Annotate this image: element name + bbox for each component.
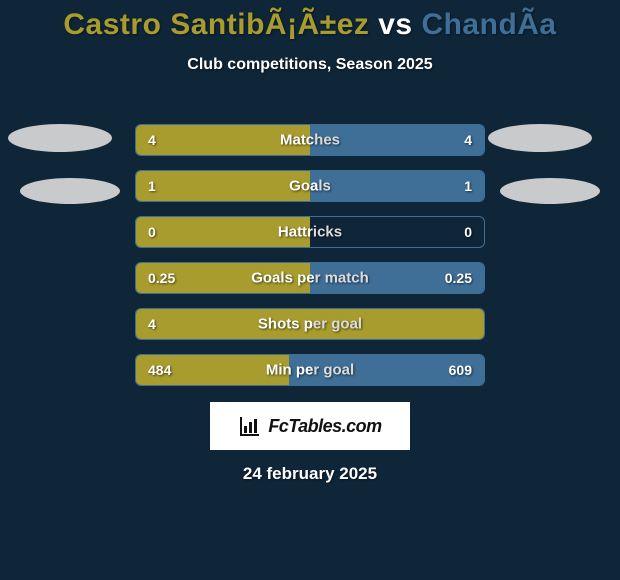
stat-label: Goals	[289, 178, 331, 195]
date-text: 24 february 2025	[0, 464, 620, 484]
stat-row: 4 Shots per goal	[135, 308, 485, 340]
avatar-placeholder-left-2	[20, 178, 120, 204]
stat-row: 4 4 Matches	[135, 124, 485, 156]
chart-icon	[238, 414, 262, 438]
stat-value-right: 0	[464, 224, 472, 240]
stat-value-left: 484	[148, 362, 171, 378]
stat-label: Hattricks	[278, 224, 342, 241]
subtitle: Club competitions, Season 2025	[0, 56, 620, 74]
title-vs: vs	[378, 8, 412, 41]
stat-value-right: 0.25	[445, 270, 472, 286]
stat-value-left: 1	[148, 178, 156, 194]
stat-row: 0 0 Hattricks	[135, 216, 485, 248]
stat-label: Matches	[280, 132, 340, 149]
avatar-placeholder-right-1	[488, 124, 592, 152]
fctables-logo: FcTables.com	[210, 402, 410, 450]
stat-row: 484 609 Min per goal	[135, 354, 485, 386]
stat-bar-left	[136, 171, 310, 201]
stat-value-right: 1	[464, 178, 472, 194]
stat-bar-right	[310, 171, 484, 201]
stat-label: Shots per goal	[258, 316, 362, 333]
stat-value-left: 4	[148, 132, 156, 148]
stat-value-right: 4	[464, 132, 472, 148]
stat-label: Goals per match	[251, 270, 369, 287]
avatar-placeholder-left-1	[8, 124, 112, 152]
page-title: Castro SantibÃ¡Ã±ez vs ChandÃ­a	[0, 0, 620, 42]
stat-row: 0.25 0.25 Goals per match	[135, 262, 485, 294]
avatar-placeholder-right-2	[500, 178, 600, 204]
stat-value-left: 4	[148, 316, 156, 332]
stat-row: 1 1 Goals	[135, 170, 485, 202]
stats-container: 4 4 Matches 1 1 Goals 0 0 Hattricks 0.25 0.25 Goals…	[135, 124, 485, 386]
title-player1: Castro SantibÃ¡Ã±ez	[63, 8, 369, 41]
stat-value-left: 0	[148, 224, 156, 240]
stat-value-left: 0.25	[148, 270, 175, 286]
title-player2: ChandÃ­a	[421, 8, 556, 41]
stat-value-right: 609	[449, 362, 472, 378]
logo-text: FcTables.com	[268, 416, 381, 437]
stat-label: Min per goal	[266, 362, 354, 379]
